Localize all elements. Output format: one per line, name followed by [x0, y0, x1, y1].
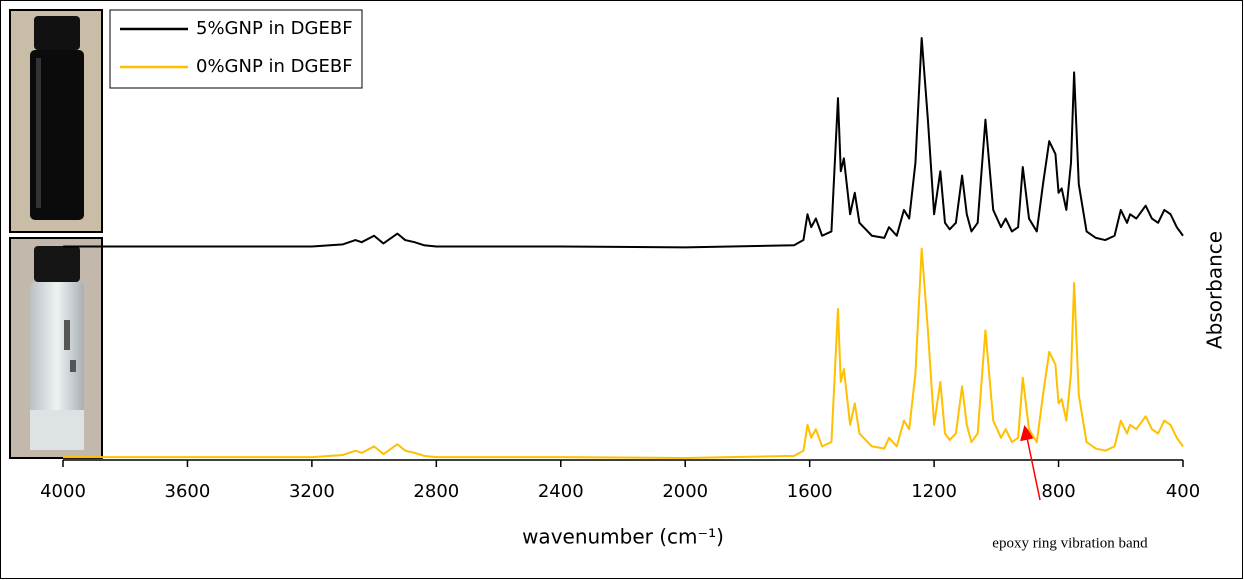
- legend: 5%GNP in DGEBF 0%GNP in DGEBF: [109, 9, 363, 89]
- x-tick-label: 3600: [165, 481, 211, 502]
- annotation-arrow: [1020, 425, 1041, 501]
- x-tick-label: 2400: [538, 481, 584, 502]
- vial-photo-clear: [9, 237, 103, 459]
- vial-photo-dark: [9, 9, 103, 233]
- x-tick-label: 800: [1041, 481, 1075, 502]
- x-tick-label: 2800: [413, 481, 459, 502]
- x-tick-label: 2000: [662, 481, 708, 502]
- x-tick-label: 400: [1166, 481, 1200, 502]
- annotation: epoxy ring vibration band: [992, 535, 1148, 551]
- x-tick-label: 3200: [289, 481, 335, 502]
- y-axis-label: Absorbance: [1203, 231, 1227, 349]
- x-tick-label: 1600: [787, 481, 833, 502]
- x-tick-label: 4000: [40, 481, 86, 502]
- spectrum-line: [63, 37, 1184, 249]
- x-axis-label: wavenumber (cm⁻¹): [522, 525, 724, 549]
- x-tick-label: 1200: [911, 481, 957, 502]
- legend-label: 0%GNP in DGEBF: [196, 56, 353, 77]
- legend-label: 5%GNP in DGEBF: [196, 18, 353, 39]
- spectrum-line: [63, 247, 1184, 459]
